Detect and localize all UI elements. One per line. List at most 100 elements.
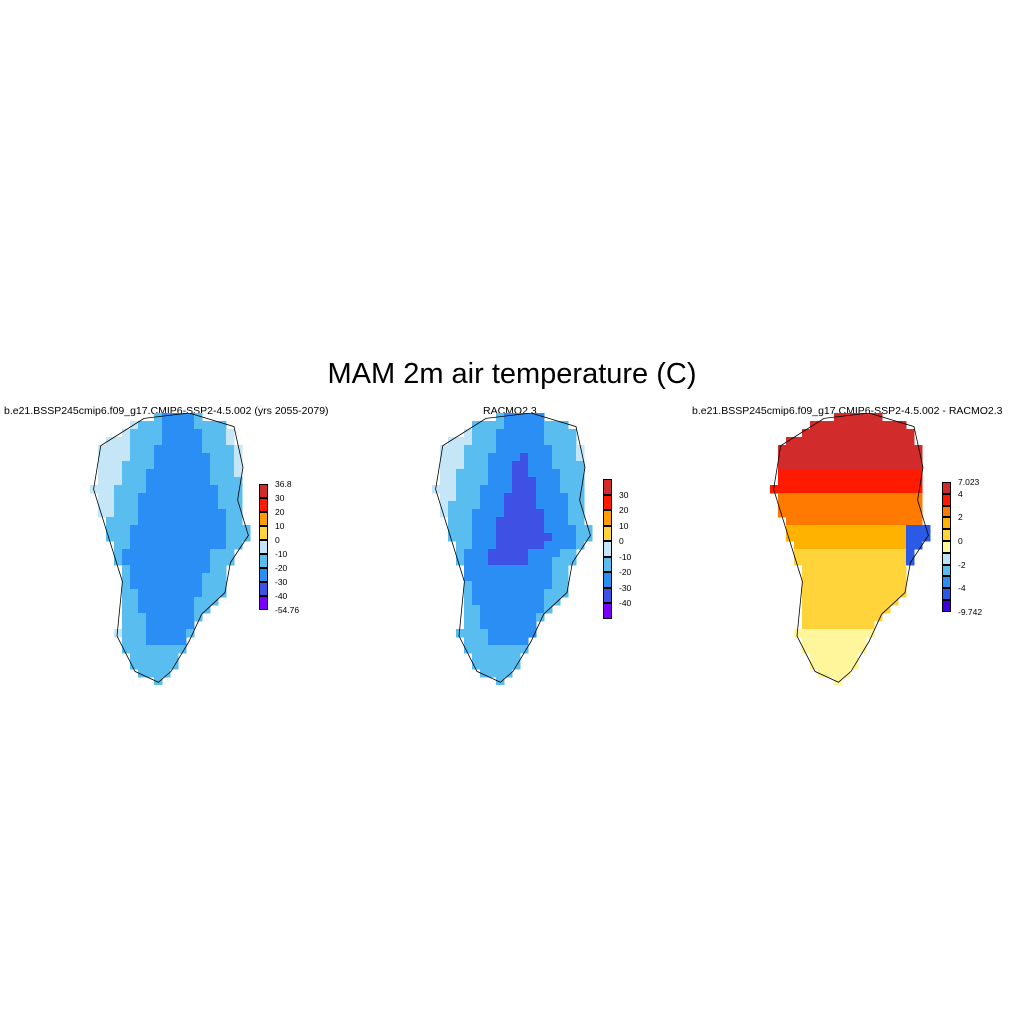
grid-cell (810, 541, 819, 550)
grid-cell (122, 445, 131, 454)
grid-cell (504, 453, 513, 462)
grid-cell (882, 485, 891, 494)
grid-cell (906, 541, 915, 550)
grid-cell (874, 501, 883, 510)
grid-cell (472, 525, 481, 534)
grid-cell (162, 621, 171, 630)
grid-cell (520, 557, 529, 566)
grid-cell (114, 557, 123, 566)
grid-cell (794, 437, 803, 446)
grid-cell (858, 557, 867, 566)
grid-cell (818, 445, 827, 454)
grid-cell (802, 533, 811, 542)
grid-cell (234, 485, 243, 494)
grid-cell (496, 485, 505, 494)
grid-cell (866, 573, 875, 582)
grid-cell (130, 573, 139, 582)
grid-cell (162, 549, 171, 558)
grid-cell (138, 501, 147, 510)
grid-cell (138, 637, 147, 646)
grid-cell (810, 629, 819, 638)
grid-cell (504, 501, 513, 510)
grid-cell (464, 549, 473, 558)
colorbar-label: 4 (958, 488, 963, 499)
grid-cell (146, 669, 155, 678)
grid-cell (480, 461, 489, 470)
grid-cell (114, 485, 123, 494)
grid-cell (810, 437, 819, 446)
grid-cell (898, 581, 907, 590)
grid-cell (826, 477, 835, 486)
grid-cell (552, 525, 561, 534)
grid-cell (456, 501, 465, 510)
grid-cell (496, 501, 505, 510)
map-model-cells (90, 413, 251, 685)
grid-cell (496, 677, 505, 685)
grid-cell (882, 597, 891, 606)
grid-cell (520, 493, 529, 502)
grid-cell (480, 637, 489, 646)
grid-cell (898, 429, 907, 438)
grid-cell (802, 493, 811, 502)
grid-cell (456, 549, 465, 558)
grid-cell (170, 509, 179, 518)
grid-cell (898, 461, 907, 470)
grid-cell (520, 461, 529, 470)
grid-cell (882, 469, 891, 478)
grid-cell (914, 525, 923, 534)
grid-cell (536, 501, 545, 510)
grid-cell (162, 509, 171, 518)
grid-cell (178, 557, 187, 566)
grid-cell (826, 461, 835, 470)
grid-cell (226, 493, 235, 502)
grid-cell (480, 613, 489, 622)
grid-cell (850, 597, 859, 606)
grid-cell (898, 501, 907, 510)
grid-cell (560, 549, 569, 558)
grid-cell (178, 477, 187, 486)
grid-cell (778, 453, 787, 462)
grid-cell (520, 517, 529, 526)
grid-cell (210, 485, 219, 494)
grid-cell (890, 517, 899, 526)
grid-cell (890, 437, 899, 446)
grid-cell (512, 549, 521, 558)
grid-cell (130, 533, 139, 542)
grid-cell (520, 509, 529, 518)
grid-cell (898, 437, 907, 446)
grid-cell (154, 501, 163, 510)
grid-cell (826, 509, 835, 518)
grid-cell (890, 421, 899, 430)
grid-cell (818, 669, 827, 678)
grid-cell (488, 461, 497, 470)
grid-cell (170, 501, 179, 510)
grid-cell (456, 509, 465, 518)
grid-cell (794, 477, 803, 486)
grid-cell (162, 645, 171, 654)
grid-cell (504, 493, 513, 502)
grid-cell (210, 437, 219, 446)
grid-cell (512, 573, 521, 582)
grid-cell (122, 453, 131, 462)
grid-cell (448, 461, 457, 470)
grid-cell (488, 477, 497, 486)
grid-cell (114, 469, 123, 478)
grid-cell (520, 533, 529, 542)
grid-cell (850, 445, 859, 454)
colorbar-swatch (603, 479, 612, 495)
grid-cell (810, 477, 819, 486)
grid-cell (98, 461, 107, 470)
grid-cell (826, 549, 835, 558)
grid-cell (560, 509, 569, 518)
grid-cell (512, 557, 521, 566)
grid-cell (170, 581, 179, 590)
grid-cell (170, 421, 179, 430)
grid-cell (552, 581, 561, 590)
grid-cell (480, 421, 489, 430)
grid-cell (98, 509, 107, 518)
grid-cell (464, 453, 473, 462)
grid-cell (834, 581, 843, 590)
grid-cell (786, 517, 795, 526)
grid-cell (480, 605, 489, 614)
grid-cell (138, 589, 147, 598)
